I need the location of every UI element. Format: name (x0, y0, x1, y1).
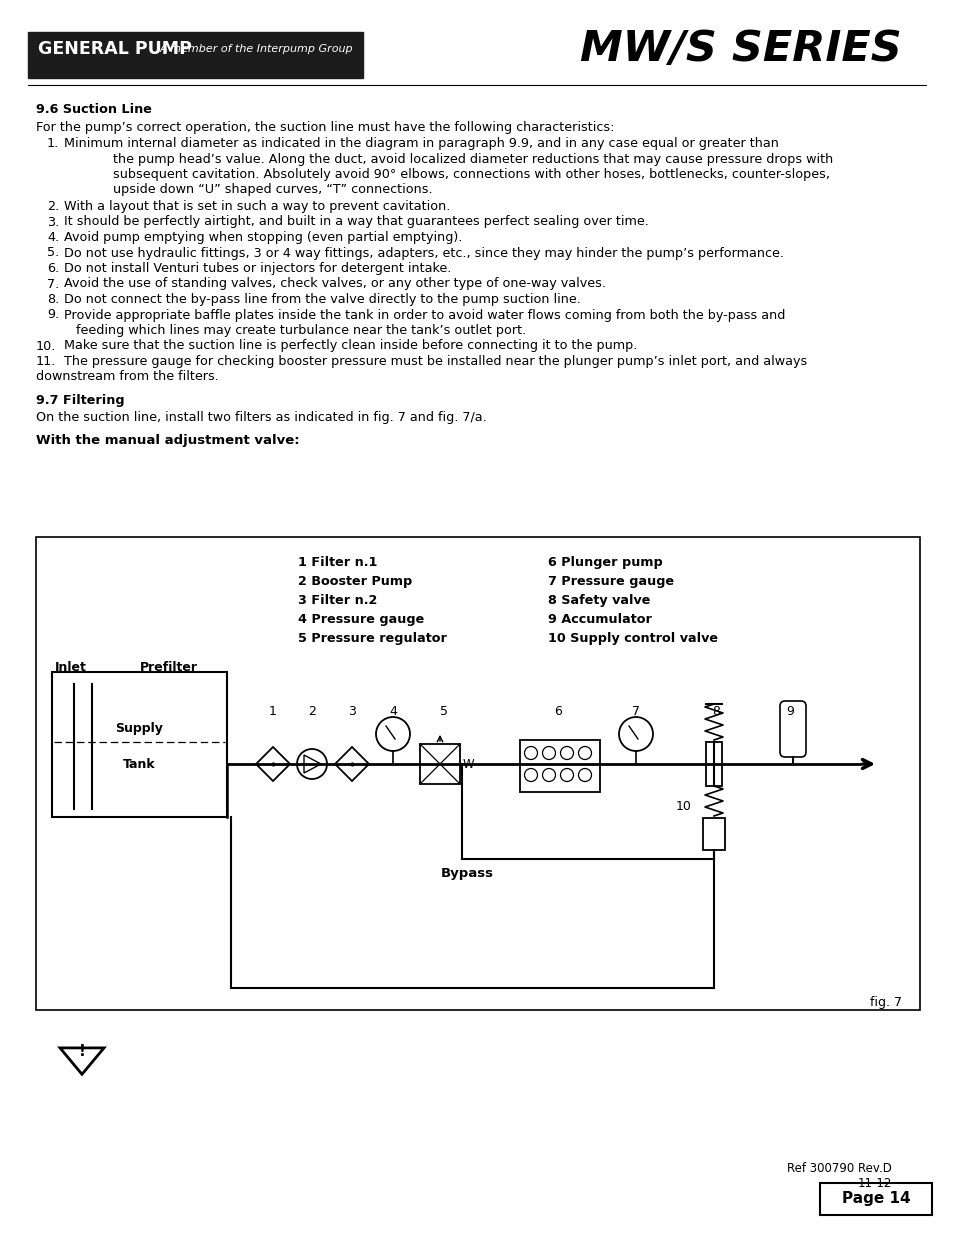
Text: 9: 9 (785, 705, 793, 718)
Text: 8 Safety valve: 8 Safety valve (547, 594, 650, 606)
Bar (52, 672, 227, 818)
Text: 3: 3 (348, 705, 355, 718)
Text: MW/S SERIES: MW/S SERIES (579, 28, 901, 70)
Text: Avoid pump emptying when stopping (even partial emptying).: Avoid pump emptying when stopping (even … (64, 231, 462, 245)
Text: 2.: 2. (47, 200, 59, 212)
Text: 9.7 Filtering: 9.7 Filtering (36, 394, 125, 408)
Text: 6.: 6. (47, 262, 59, 275)
Text: Supply: Supply (115, 722, 163, 735)
Text: GENERAL PUMP: GENERAL PUMP (38, 40, 192, 58)
Text: subsequent cavitation. Absolutely avoid 90° elbows, connections with other hoses: subsequent cavitation. Absolutely avoid … (112, 168, 829, 182)
Text: Do not use hydraulic fittings, 3 or 4 way fittings, adapters, etc., since they m: Do not use hydraulic fittings, 3 or 4 wa… (64, 247, 783, 259)
Text: Provide appropriate baffle plates inside the tank in order to avoid water flows : Provide appropriate baffle plates inside… (64, 309, 784, 321)
Text: For the pump’s correct operation, the suction line must have the following chara: For the pump’s correct operation, the su… (36, 121, 614, 133)
Text: 3.: 3. (47, 215, 59, 228)
Text: A member of the Interpump Group: A member of the Interpump Group (160, 44, 354, 54)
Text: 4: 4 (389, 705, 396, 718)
Text: 8: 8 (711, 705, 720, 718)
Text: 5 Pressure regulator: 5 Pressure regulator (297, 632, 446, 645)
Text: 7.: 7. (47, 278, 59, 290)
Text: With the manual adjustment valve:: With the manual adjustment valve: (36, 433, 299, 447)
Text: 5.: 5. (47, 247, 59, 259)
Text: 1 Filter n.1: 1 Filter n.1 (297, 556, 377, 569)
Text: 10 Supply control valve: 10 Supply control valve (547, 632, 718, 645)
Text: Tank: Tank (123, 758, 155, 771)
Text: Avoid the use of standing valves, check valves, or any other type of one-way val: Avoid the use of standing valves, check … (64, 278, 605, 290)
Text: 9.: 9. (47, 309, 59, 321)
Text: Page 14: Page 14 (841, 1192, 909, 1207)
Text: Bypass: Bypass (440, 867, 493, 881)
Text: The pressure gauge for checking booster pressure must be installed near the plun: The pressure gauge for checking booster … (64, 354, 806, 368)
Text: 1.: 1. (47, 137, 59, 149)
Text: upside down “U” shaped curves, “T” connections.: upside down “U” shaped curves, “T” conne… (112, 184, 432, 196)
Bar (36, 537, 919, 1010)
Text: 11-12: 11-12 (857, 1177, 891, 1191)
Text: Prefilter: Prefilter (140, 661, 198, 674)
Text: Minimum internal diameter as indicated in the diagram in paragraph 9.9, and in a: Minimum internal diameter as indicated i… (64, 137, 778, 149)
Text: 6: 6 (554, 705, 561, 718)
Text: 9.6 Suction Line: 9.6 Suction Line (36, 103, 152, 116)
Text: It should be perfectly airtight, and built in a way that guarantees perfect seal: It should be perfectly airtight, and bui… (64, 215, 648, 228)
Bar (28, 32, 363, 78)
Bar (820, 1183, 931, 1215)
Text: With a layout that is set in such a way to prevent cavitation.: With a layout that is set in such a way … (64, 200, 450, 212)
Text: 5: 5 (439, 705, 448, 718)
Text: 1: 1 (269, 705, 276, 718)
Text: Make sure that the suction line is perfectly clean inside before connecting it t: Make sure that the suction line is perfe… (64, 340, 637, 352)
Text: Do not install Venturi tubes or injectors for detergent intake.: Do not install Venturi tubes or injector… (64, 262, 451, 275)
Text: Inlet: Inlet (55, 661, 87, 674)
Text: W: W (462, 757, 475, 771)
Text: On the suction line, install two filters as indicated in fig. 7 and fig. 7/a.: On the suction line, install two filters… (36, 410, 486, 424)
Text: 2 Booster Pump: 2 Booster Pump (297, 576, 412, 588)
Text: 4 Pressure gauge: 4 Pressure gauge (297, 613, 424, 626)
Bar (705, 742, 721, 785)
Bar (519, 740, 599, 792)
Text: fig. 7: fig. 7 (869, 995, 901, 1009)
Text: 9 Accumulator: 9 Accumulator (547, 613, 651, 626)
Bar (419, 743, 459, 784)
Text: 8.: 8. (47, 293, 59, 306)
Text: !: ! (78, 1045, 86, 1060)
Text: 6 Plunger pump: 6 Plunger pump (547, 556, 662, 569)
Text: 2: 2 (308, 705, 315, 718)
Text: 11.: 11. (36, 354, 56, 368)
Text: the pump head’s value. Along the duct, avoid localized diameter reductions that : the pump head’s value. Along the duct, a… (112, 152, 832, 165)
Text: 10: 10 (676, 799, 691, 813)
Text: 3 Filter n.2: 3 Filter n.2 (297, 594, 377, 606)
Text: 7: 7 (631, 705, 639, 718)
Text: feeding which lines may create turbulance near the tank’s outlet port.: feeding which lines may create turbulanc… (64, 324, 526, 337)
Text: 7 Pressure gauge: 7 Pressure gauge (547, 576, 674, 588)
Bar (702, 818, 724, 850)
Text: Do not connect the by-pass line from the valve directly to the pump suction line: Do not connect the by-pass line from the… (64, 293, 580, 306)
Text: downstream from the filters.: downstream from the filters. (36, 370, 218, 384)
Text: 10.: 10. (36, 340, 56, 352)
Text: 4.: 4. (47, 231, 59, 245)
Text: Ref 300790 Rev.D: Ref 300790 Rev.D (786, 1162, 891, 1174)
